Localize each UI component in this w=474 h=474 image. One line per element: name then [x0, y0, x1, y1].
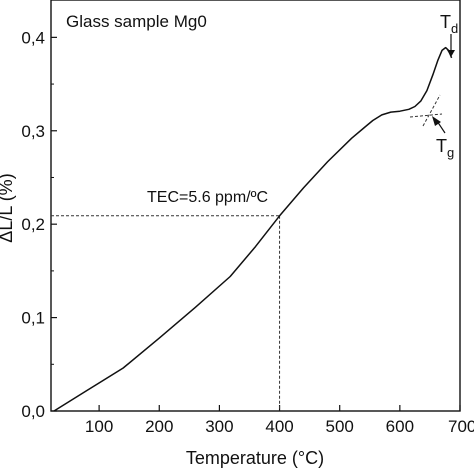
x-tick-label: 600 [386, 417, 414, 436]
tg-arrow-head [432, 116, 441, 126]
x-tick-label: 400 [265, 417, 293, 436]
series-line [53, 46, 453, 412]
x-tick-label: 700 [448, 417, 474, 436]
series-layer [53, 46, 453, 412]
td-label: Td [440, 12, 458, 36]
tec-label: TEC=5.6 ppm/ºC [147, 189, 268, 206]
guide-lines [51, 215, 281, 411]
x-tick-label: 500 [326, 417, 354, 436]
y-tick-label: 0,3 [21, 122, 45, 141]
tick-labels: 100 200 300 400 500 600 700 0,0 0,1 0,2 0,3 0,4 [21, 28, 474, 436]
tg-label: Tg [436, 136, 454, 160]
y-axis-title: ΔL/L (%) [0, 173, 16, 242]
tg-tangent-upper [422, 94, 441, 127]
x-tick-label: 200 [145, 417, 173, 436]
y-tick-label: 0,1 [21, 309, 45, 328]
plot-frame [50, 0, 461, 412]
axis-ticks [51, 36, 461, 412]
x-axis-title: Temperature (°C) [186, 448, 324, 468]
td-arrow-head [447, 50, 455, 57]
x-tick-label: 300 [205, 417, 233, 436]
y-tick-label: 0,2 [21, 215, 45, 234]
chart-title: Glass sample Mg0 [66, 12, 207, 31]
y-tick-label: 0,0 [21, 402, 45, 421]
x-tick-label: 100 [85, 417, 113, 436]
y-tick-label: 0,4 [21, 28, 45, 47]
tg-tangent-lower [409, 113, 443, 118]
